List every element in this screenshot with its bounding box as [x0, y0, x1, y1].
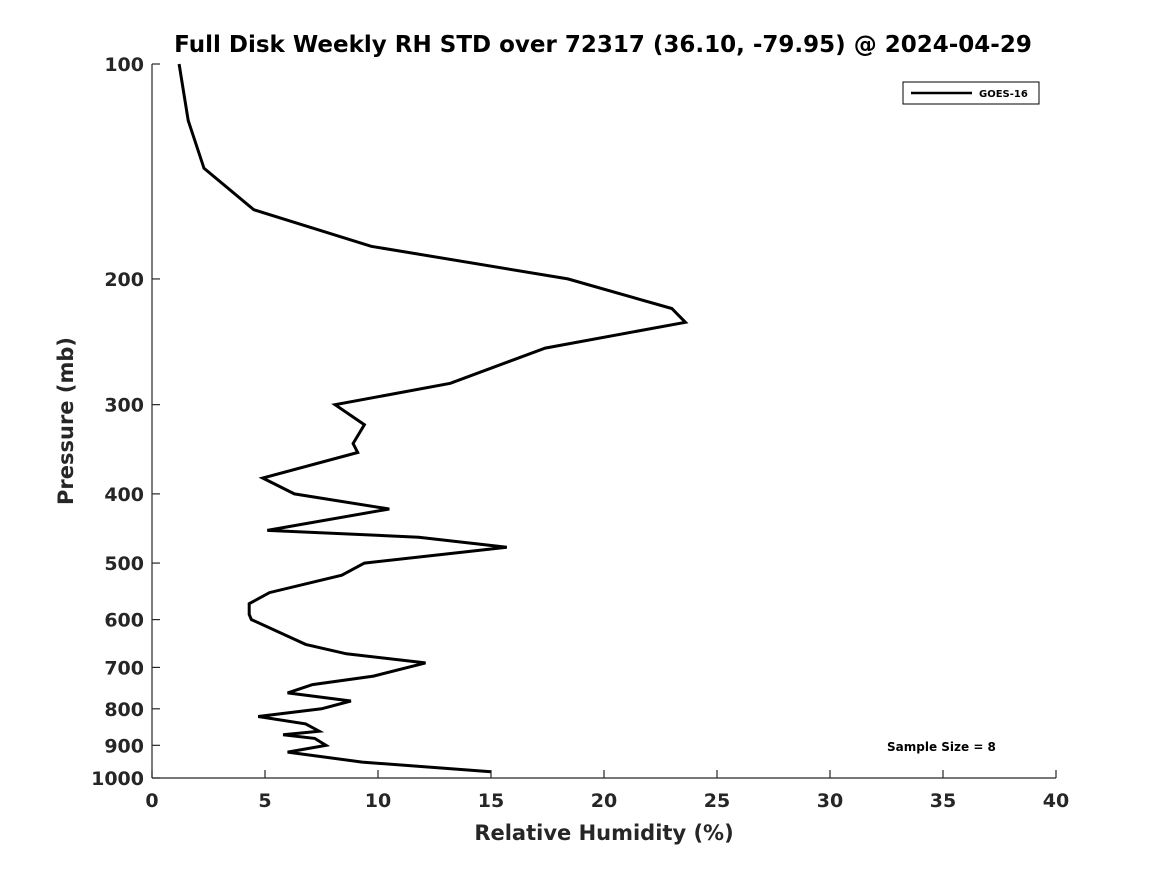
y-axis-label: Pressure (mb)	[54, 337, 78, 505]
plot-area	[177, 63, 689, 774]
x-tick-label-0: 0	[145, 790, 158, 812]
x-axis-label: Relative Humidity (%)	[474, 821, 733, 845]
x-tick-label-40: 40	[1043, 790, 1069, 812]
y-axis-ticks: 100 200 300 400 500 600 700 800 900 1000	[91, 54, 160, 790]
y-tick-label-200: 200	[104, 269, 144, 291]
chart-title: Full Disk Weekly RH STD over 72317 (36.1…	[174, 32, 1032, 58]
x-tick-label-30: 30	[817, 790, 843, 812]
series-line-goes-16	[177, 63, 689, 774]
x-tick-label-5: 5	[258, 790, 271, 812]
y-tick-label-400: 400	[104, 484, 144, 506]
x-tick-label-25: 25	[704, 790, 730, 812]
y-tick-label-900: 900	[104, 735, 144, 757]
y-tick-label-700: 700	[104, 657, 144, 679]
x-tick-label-15: 15	[478, 790, 504, 812]
y-tick-label-800: 800	[104, 699, 144, 721]
x-tick-label-35: 35	[930, 790, 956, 812]
y-tick-label-100: 100	[104, 54, 144, 76]
x-axis-ticks: 0 5 10 15 20 25 30 35 40	[145, 770, 1069, 812]
x-tick-label-10: 10	[365, 790, 391, 812]
y-tick-label-600: 600	[104, 610, 144, 632]
legend-label-goes-16: GOES-16	[979, 89, 1028, 100]
y-tick-label-300: 300	[104, 395, 144, 417]
y-tick-label-500: 500	[104, 553, 144, 575]
x-tick-label-20: 20	[591, 790, 617, 812]
legend: GOES-16	[902, 81, 1040, 105]
sample-size-annotation: Sample Size = 8	[887, 740, 996, 754]
y-tick-label-1000: 1000	[91, 768, 144, 790]
